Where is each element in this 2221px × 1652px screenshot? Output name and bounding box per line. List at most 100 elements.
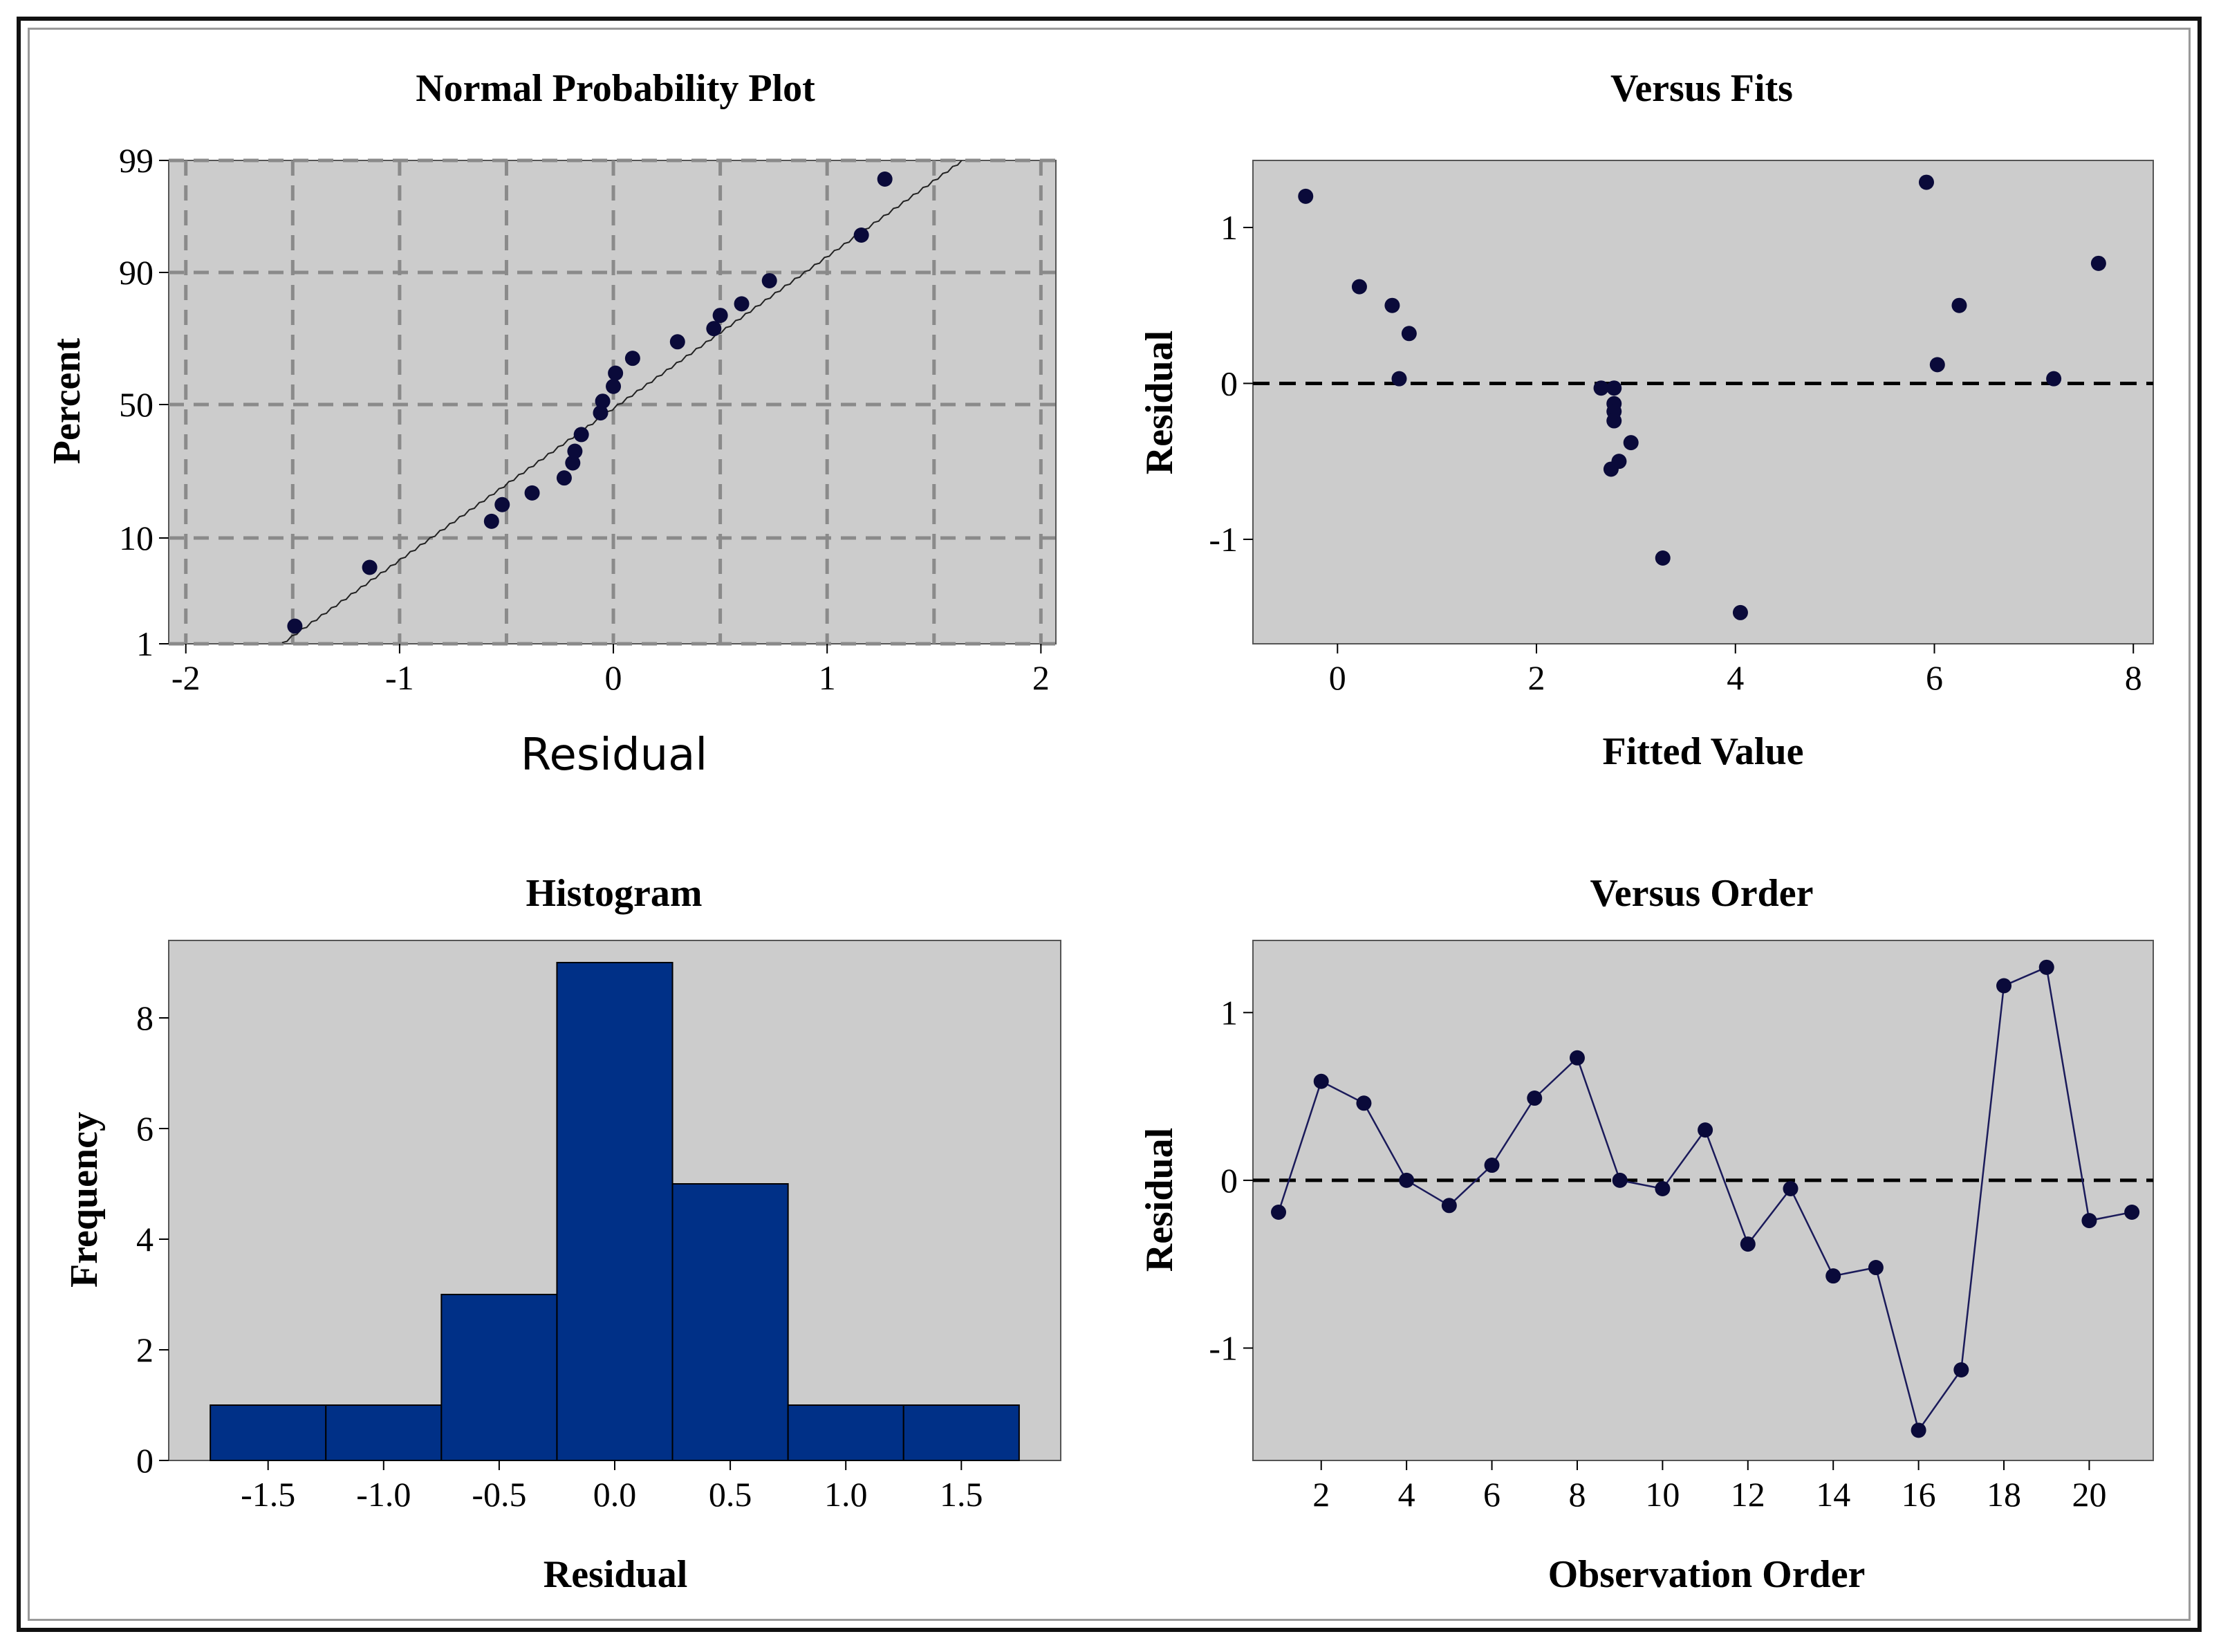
versus-fits-title: Versus Fits [1610,67,1793,110]
versus-fits-x-ticks: 0 2 4 6 8 [1329,644,2142,697]
versus-fits-point [1298,188,1314,204]
versus-fits-x-tick-label: 2 [1528,658,1545,697]
versus-order-title: Versus Order [1590,872,1813,915]
versus-order-point [1655,1181,1671,1197]
versus-order-x-tick-label: 8 [1568,1475,1586,1514]
versus-order-point [1441,1198,1457,1214]
histogram-bar [787,1404,904,1461]
histogram-y-label: Frequency [63,1112,106,1288]
normal-probability-y-tick-label: 10 [119,519,154,557]
versus-order-point [1313,1073,1329,1089]
normal-probability-point [494,496,510,512]
versus-fits-point [1929,357,1945,373]
versus-fits-x-tick-label: 6 [1926,658,1943,697]
versus-fits-point [1384,297,1400,313]
normal-probability-point [483,513,499,529]
versus-order-x-tick-label: 18 [1987,1475,2021,1514]
histogram-x-tick-label: 0.5 [709,1475,752,1514]
normal-probability-title: Normal Probability Plot [416,67,815,110]
normal-probability-y-tick-label: 50 [119,385,154,424]
histogram-bar [440,1294,558,1461]
normal-probability-point [712,308,728,324]
histogram-y-tick-label: 8 [136,999,154,1037]
versus-order-point [1698,1122,1713,1138]
versus-order-x-tick-label: 4 [1398,1475,1415,1514]
histogram-bar [902,1404,1020,1461]
versus-order-point [1996,978,2012,994]
normal-probability-x-ticks: -2 -1 0 1 2 [171,644,1050,697]
versus-order-point [1569,1050,1585,1066]
normal-probability-point [287,618,303,634]
histogram-bar [325,1404,443,1461]
histogram-panel: Histogram -1.5 -1.0 -0.5 0.0 0.5 1.0 1.5 0 2 4 6 8… [63,872,1061,1596]
normal-probability-point [595,393,611,409]
versus-order-y-tick-label: 1 [1220,993,1238,1032]
versus-order-point [1740,1236,1756,1252]
normal-probability-point [565,455,581,471]
normal-probability-point [524,485,540,501]
versus-order-y-label: Residual [1138,1128,1181,1272]
versus-fits-point [1611,454,1627,470]
versus-order-panel: Versus Order 2 4 6 8 10 12 14 16 18 20 -1 0 1 Obser… [1138,872,2154,1596]
versus-fits-point [1606,380,1622,396]
versus-fits-plot-area [1252,160,2154,644]
versus-order-point [1527,1090,1543,1106]
versus-fits-point [1732,604,1748,620]
versus-order-x-tick-label: 14 [1816,1475,1850,1514]
histogram-y-tick-label: 6 [136,1109,154,1148]
histogram-y-tick-label: 0 [136,1441,154,1480]
normal-probability-point [556,470,572,486]
versus-fits-point [1401,326,1417,342]
normal-probability-point [761,272,777,288]
histogram-x-tick-label: 0.0 [593,1475,637,1514]
versus-fits-x-tick-label: 4 [1727,658,1744,697]
normal-probability-y-tick-label: 90 [119,253,154,292]
versus-order-y-ticks: -1 0 1 [1209,993,1253,1367]
versus-order-x-tick-label: 12 [1731,1475,1765,1514]
versus-fits-point [2090,255,2106,271]
versus-fits-x-tick-label: 8 [2125,658,2142,697]
histogram-bar [556,962,673,1461]
histogram-x-tick-label: 1.5 [940,1475,983,1514]
versus-order-x-label: Observation Order [1548,1553,1866,1596]
normal-probability-x-tick-label: -2 [171,658,201,697]
versus-order-point [1911,1422,1926,1438]
versus-order-y-tick-label: 0 [1220,1161,1238,1200]
normal-probability-grid [169,158,1056,646]
normal-probability-y-ticks: 1 10 50 90 99 [119,141,169,663]
normal-probability-point [706,321,722,337]
versus-order-plot-area [1252,940,2154,1461]
versus-order-x-tick-label: 6 [1483,1475,1500,1514]
versus-fits-point [1391,371,1407,387]
versus-fits-point [1351,279,1367,295]
versus-order-point [1825,1268,1841,1284]
histogram-title: Histogram [526,872,702,915]
versus-order-point [1484,1158,1500,1173]
versus-fits-y-tick-label: -1 [1209,520,1238,559]
versus-order-points [1271,959,2140,1438]
versus-fits-point [1606,413,1622,429]
versus-order-point [1868,1260,1884,1276]
figure-inner-border [28,28,2191,1621]
normal-probability-point [877,171,893,187]
histogram-y-tick-label: 2 [136,1330,154,1369]
versus-fits-y-tick-label: 1 [1220,208,1238,247]
histogram-x-ticks: -1.5 -1.0 -0.5 0.0 0.5 1.0 1.5 [241,1460,983,1514]
versus-order-point [1271,1204,1287,1220]
versus-fits-y-tick-label: 0 [1220,364,1238,402]
normal-probability-point [608,365,624,381]
versus-order-point [2124,1204,2140,1220]
versus-fits-x-label: Fitted Value [1603,730,1804,773]
histogram-y-tick-label: 4 [136,1220,154,1259]
versus-order-point [2038,959,2054,975]
versus-order-point [1612,1172,1628,1188]
normal-probability-y-tick-label: 1 [136,624,154,663]
histogram-bar [671,1183,789,1461]
histogram-x-tick-label: 1.0 [824,1475,868,1514]
versus-order-point [1399,1172,1415,1188]
histogram-bars [210,962,1020,1461]
normal-probability-x-label: Residual [521,730,707,781]
normal-probability-point [853,228,869,243]
versus-order-point [2081,1213,2097,1229]
versus-order-x-tick-label: 2 [1312,1475,1330,1514]
